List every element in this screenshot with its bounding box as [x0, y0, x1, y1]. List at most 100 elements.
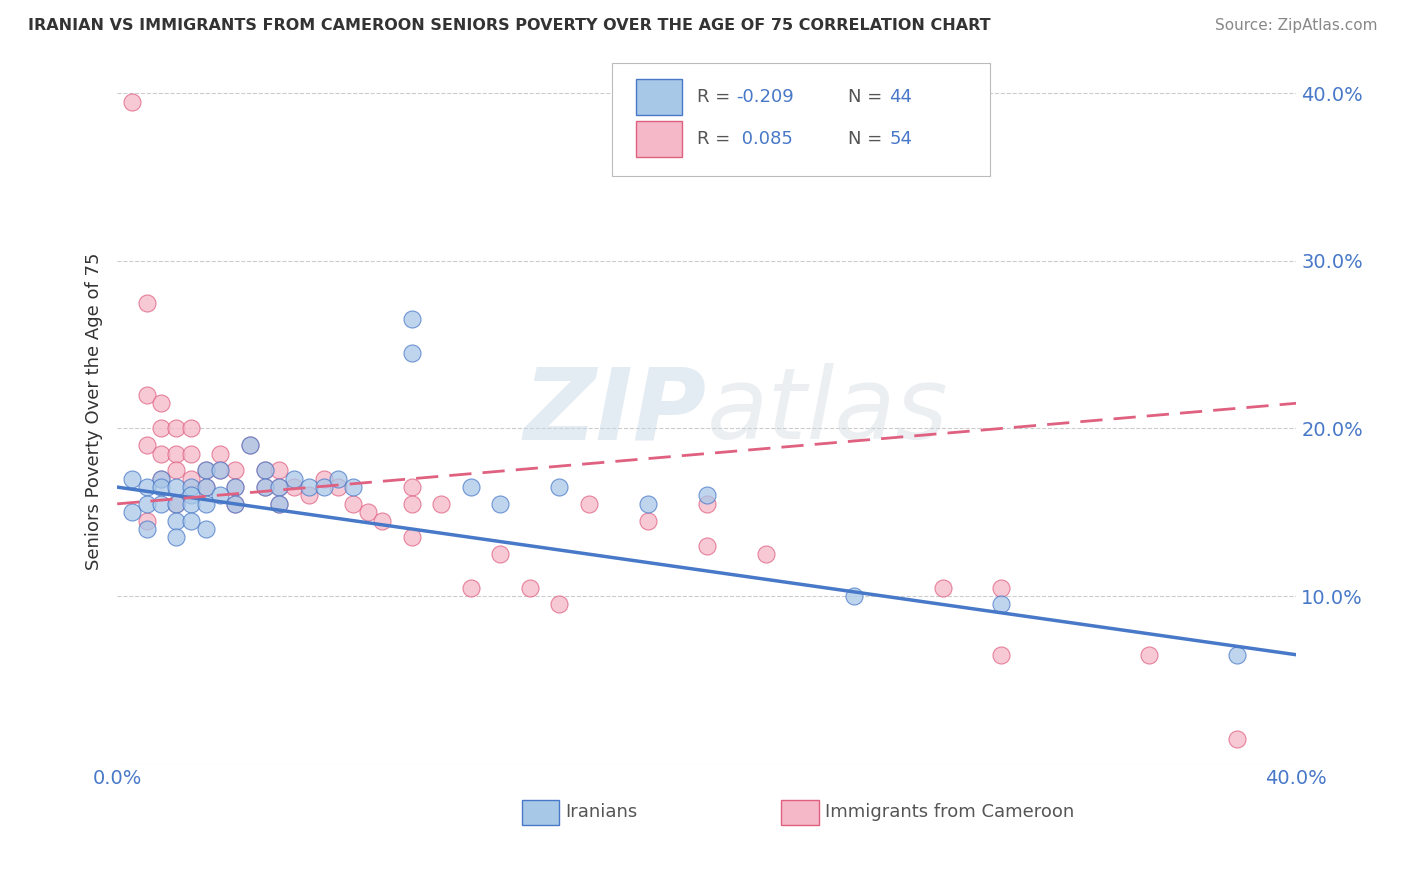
- Text: atlas: atlas: [707, 363, 949, 460]
- Point: [637, 497, 659, 511]
- Point: [135, 295, 157, 310]
- FancyBboxPatch shape: [613, 63, 990, 176]
- Point: [519, 581, 541, 595]
- Point: [269, 497, 291, 511]
- Text: IRANIAN VS IMMIGRANTS FROM CAMEROON SENIORS POVERTY OVER THE AGE OF 75 CORRELATI: IRANIAN VS IMMIGRANTS FROM CAMEROON SENI…: [28, 18, 991, 33]
- Point: [253, 480, 276, 494]
- Point: [696, 539, 718, 553]
- Point: [180, 514, 202, 528]
- Point: [328, 480, 350, 494]
- Point: [401, 497, 423, 511]
- Point: [430, 497, 453, 511]
- Point: [150, 472, 173, 486]
- Point: [224, 497, 246, 511]
- Point: [298, 488, 321, 502]
- Point: [489, 547, 512, 561]
- Point: [342, 480, 364, 494]
- Point: [150, 446, 173, 460]
- Point: [165, 463, 187, 477]
- Text: R =: R =: [697, 88, 737, 106]
- Point: [180, 488, 202, 502]
- Point: [283, 480, 305, 494]
- Text: N =: N =: [848, 88, 889, 106]
- Point: [209, 463, 232, 477]
- Point: [224, 463, 246, 477]
- Point: [460, 480, 482, 494]
- Point: [121, 95, 143, 109]
- Point: [209, 446, 232, 460]
- Point: [180, 446, 202, 460]
- Point: [371, 514, 394, 528]
- Text: Source: ZipAtlas.com: Source: ZipAtlas.com: [1215, 18, 1378, 33]
- Text: Iranians: Iranians: [565, 804, 637, 822]
- Point: [312, 480, 335, 494]
- Point: [194, 480, 217, 494]
- Text: Immigrants from Cameroon: Immigrants from Cameroon: [825, 804, 1074, 822]
- Point: [194, 480, 217, 494]
- Point: [209, 463, 232, 477]
- Point: [401, 346, 423, 360]
- Point: [150, 480, 173, 494]
- Point: [121, 472, 143, 486]
- Point: [548, 598, 571, 612]
- Point: [253, 463, 276, 477]
- Point: [224, 480, 246, 494]
- Point: [696, 488, 718, 502]
- Point: [312, 472, 335, 486]
- Text: 54: 54: [890, 130, 912, 148]
- Point: [1226, 731, 1249, 746]
- FancyBboxPatch shape: [522, 799, 560, 825]
- Point: [548, 480, 571, 494]
- Point: [269, 480, 291, 494]
- Point: [990, 598, 1012, 612]
- Point: [696, 497, 718, 511]
- Point: [401, 530, 423, 544]
- Point: [990, 581, 1012, 595]
- Point: [239, 438, 262, 452]
- Y-axis label: Seniors Poverty Over the Age of 75: Seniors Poverty Over the Age of 75: [86, 253, 103, 570]
- Point: [239, 438, 262, 452]
- Point: [194, 463, 217, 477]
- Point: [269, 480, 291, 494]
- Point: [150, 472, 173, 486]
- Point: [224, 497, 246, 511]
- Text: -0.209: -0.209: [737, 88, 794, 106]
- Point: [150, 421, 173, 435]
- Point: [135, 480, 157, 494]
- Point: [135, 388, 157, 402]
- Point: [150, 497, 173, 511]
- Point: [1226, 648, 1249, 662]
- Point: [990, 648, 1012, 662]
- Point: [253, 463, 276, 477]
- Point: [135, 438, 157, 452]
- Point: [150, 396, 173, 410]
- Point: [165, 421, 187, 435]
- Text: 0.085: 0.085: [737, 130, 793, 148]
- Point: [135, 497, 157, 511]
- Point: [342, 497, 364, 511]
- Point: [489, 497, 512, 511]
- Point: [253, 480, 276, 494]
- Point: [1137, 648, 1160, 662]
- Point: [637, 514, 659, 528]
- FancyBboxPatch shape: [636, 78, 682, 115]
- Point: [401, 480, 423, 494]
- Point: [194, 522, 217, 536]
- Point: [180, 472, 202, 486]
- Point: [755, 547, 778, 561]
- Point: [165, 514, 187, 528]
- Point: [269, 497, 291, 511]
- Point: [283, 472, 305, 486]
- Point: [357, 505, 380, 519]
- Point: [180, 480, 202, 494]
- Point: [931, 581, 953, 595]
- Point: [842, 589, 865, 603]
- Point: [298, 480, 321, 494]
- Text: N =: N =: [848, 130, 889, 148]
- FancyBboxPatch shape: [636, 120, 682, 158]
- Point: [165, 497, 187, 511]
- Point: [224, 480, 246, 494]
- Point: [460, 581, 482, 595]
- Text: R =: R =: [697, 130, 737, 148]
- Point: [135, 522, 157, 536]
